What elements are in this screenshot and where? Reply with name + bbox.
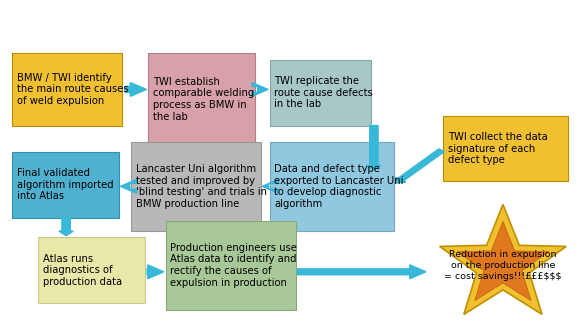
Text: TWI establish
comparable welding
process as BMW in
the lab: TWI establish comparable welding process… bbox=[153, 77, 254, 122]
Polygon shape bbox=[440, 204, 566, 314]
Text: Atlas runs
diagnostics of
production data: Atlas runs diagnostics of production dat… bbox=[43, 253, 122, 287]
Polygon shape bbox=[458, 221, 549, 301]
FancyBboxPatch shape bbox=[148, 53, 255, 145]
Text: TWI collect the data
signature of each
defect type: TWI collect the data signature of each d… bbox=[448, 132, 548, 165]
FancyBboxPatch shape bbox=[38, 237, 146, 303]
FancyBboxPatch shape bbox=[270, 60, 371, 126]
FancyBboxPatch shape bbox=[131, 142, 261, 231]
FancyBboxPatch shape bbox=[270, 142, 394, 231]
FancyArrow shape bbox=[252, 82, 268, 96]
FancyArrow shape bbox=[147, 265, 164, 279]
Text: Production engineers use
Atlas data to identify and
rectify the causes of
expuls: Production engineers use Atlas data to i… bbox=[170, 243, 297, 288]
Text: TWI replicate the
route cause defects
in the lab: TWI replicate the route cause defects in… bbox=[274, 76, 373, 109]
FancyArrow shape bbox=[125, 82, 147, 96]
FancyArrow shape bbox=[59, 217, 73, 236]
FancyBboxPatch shape bbox=[166, 221, 296, 310]
FancyArrow shape bbox=[298, 265, 426, 279]
Text: Data and defect type
exported to Lancaster Uni
to develop diagnostic
algorithm: Data and defect type exported to Lancast… bbox=[274, 164, 404, 209]
FancyArrow shape bbox=[395, 149, 444, 183]
Text: BMW / TWI identify
the main route causes
of weld expulsion: BMW / TWI identify the main route causes… bbox=[17, 73, 129, 106]
FancyArrow shape bbox=[262, 180, 278, 193]
Text: Final validated
algorithm imported
into Atlas: Final validated algorithm imported into … bbox=[17, 168, 114, 201]
FancyArrow shape bbox=[367, 126, 381, 170]
Text: Reduction in expulsion
on the production line
= cost savings!!!£££$$$: Reduction in expulsion on the production… bbox=[444, 249, 561, 281]
FancyBboxPatch shape bbox=[12, 53, 122, 126]
Text: Lancaster Uni algorithm
tested and improved by
'blind testing' and trials in
BMW: Lancaster Uni algorithm tested and impro… bbox=[136, 164, 267, 209]
FancyBboxPatch shape bbox=[443, 116, 568, 182]
FancyArrow shape bbox=[121, 180, 137, 193]
FancyBboxPatch shape bbox=[12, 152, 119, 217]
